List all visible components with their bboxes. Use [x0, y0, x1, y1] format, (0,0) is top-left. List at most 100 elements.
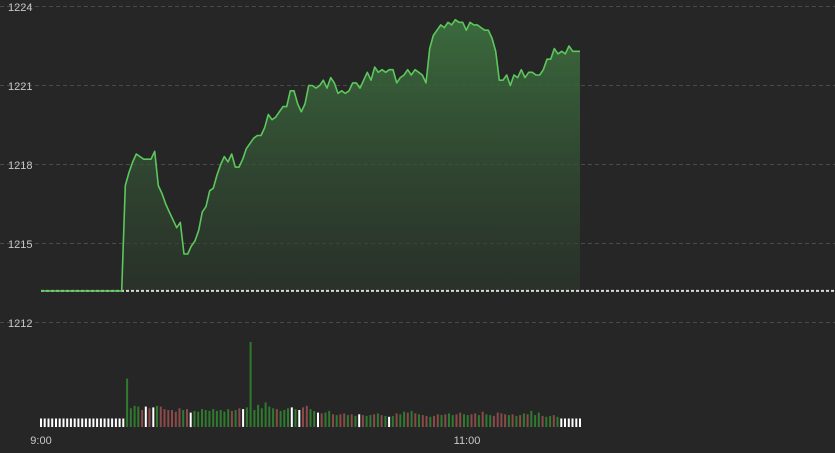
volume-bar [466, 415, 469, 427]
volume-bar [141, 410, 144, 427]
volume-bar [350, 414, 353, 428]
volume-bar [43, 418, 46, 427]
volume-bar [268, 406, 271, 427]
volume-bar [515, 415, 518, 427]
volume-bar [564, 418, 566, 427]
volume-bar [560, 418, 563, 427]
volume-bar [178, 408, 181, 427]
volume-bar [88, 418, 91, 427]
volume-bar [111, 418, 114, 427]
volume-bar [500, 413, 503, 427]
price-series-line [41, 18, 580, 292]
gridlines [0, 6, 835, 323]
volume-bar [133, 405, 136, 428]
volume-bar [507, 415, 510, 427]
volume-bar [208, 410, 211, 427]
volume-bar [279, 410, 282, 427]
volume-bar [511, 414, 514, 428]
volume-bar [189, 412, 192, 428]
volume-bar [193, 410, 196, 427]
volume-bar [399, 414, 402, 428]
volume-bar [137, 406, 140, 427]
volume-bar [504, 414, 507, 428]
volume-bar [84, 418, 87, 427]
volume-bar [410, 410, 413, 427]
volume-bar [317, 412, 319, 428]
volume-bar [343, 413, 346, 427]
volume-bar [305, 405, 308, 428]
volume-bar [369, 415, 372, 427]
volume-bar [346, 415, 349, 427]
volume-bar [219, 410, 222, 427]
volume-bar [376, 413, 379, 427]
volume-bar [425, 415, 428, 427]
y-tick-label: 1221 [8, 81, 32, 93]
volume-bar [545, 416, 548, 427]
volume-bar [290, 407, 293, 427]
volume-bar [174, 411, 177, 427]
volume-bar [227, 409, 230, 427]
volume-bar [418, 414, 420, 428]
y-tick-label: 1224 [8, 2, 32, 14]
volume-bar [260, 408, 263, 427]
y-tick-label: 1215 [8, 239, 32, 251]
volume-bar [257, 404, 260, 427]
volume-bar [99, 418, 102, 427]
volume-bar [485, 414, 488, 428]
y-tick-label: 1218 [8, 160, 32, 172]
volume-bar [328, 410, 331, 427]
volume-bar [103, 418, 106, 427]
volume-bar [463, 414, 465, 428]
volume-bar [444, 414, 447, 428]
volume-bar [92, 418, 95, 427]
volume-bar [459, 412, 462, 428]
volume-bar [440, 415, 443, 427]
volume-bar [253, 410, 256, 427]
volume-bar [152, 407, 155, 427]
volume-bar [433, 415, 435, 427]
volume-bar [522, 413, 525, 427]
y-tick-label: 1212 [8, 318, 32, 330]
volume-bar [298, 410, 301, 427]
volume-bar [201, 409, 203, 427]
price-area-fill [41, 19, 580, 291]
volume-bars [40, 342, 581, 428]
volume-bar [215, 410, 218, 427]
volume-bar [361, 415, 364, 427]
volume-bar [541, 415, 544, 427]
volume-bar [302, 407, 304, 427]
volume-bar [212, 409, 215, 427]
volume-bar [477, 415, 480, 427]
volume-bar [55, 418, 57, 427]
volume-bar [275, 409, 278, 427]
volume-bar [571, 418, 574, 427]
volume-bar [144, 406, 147, 427]
volume-bar [313, 410, 316, 427]
volume-bar [575, 418, 578, 427]
volume-bar [526, 414, 529, 428]
volume-bar [126, 378, 129, 427]
volume-bar [234, 410, 237, 427]
volume-bar [156, 405, 158, 428]
volume-bar [245, 407, 248, 427]
volume-bar [159, 406, 162, 427]
volume-bar [186, 409, 188, 427]
volume-bar [242, 409, 245, 427]
volume-bar [122, 418, 125, 427]
volume-bar [451, 415, 454, 427]
volume-bar [455, 414, 458, 428]
volume-bar [223, 411, 226, 427]
volume-bar [380, 415, 383, 427]
volume-bar [77, 418, 80, 427]
volume-bar [287, 408, 289, 427]
volume-bar [391, 415, 394, 427]
volume-bar [238, 408, 241, 427]
volume-bar [73, 418, 76, 427]
volume-bar [148, 408, 151, 427]
volume-bar [519, 415, 522, 427]
volume-bar [448, 413, 450, 427]
volume-bar [167, 410, 170, 427]
volume-bar [114, 418, 117, 427]
y-axis-ticks: 1224 1221 1218 1215 1212 [8, 2, 32, 330]
